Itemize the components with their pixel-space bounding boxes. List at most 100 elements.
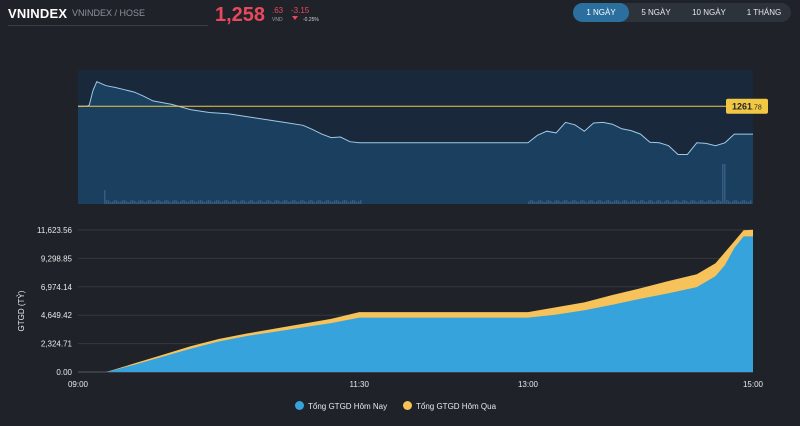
volume-bar: [626, 200, 628, 204]
volume-bar: [132, 200, 134, 204]
volume-bar: [238, 202, 240, 204]
header: VNINDEX VNINDEX / HOSE 1,258 .63 VND -3.…: [0, 0, 800, 28]
volume-bar: [302, 200, 304, 204]
volume-bar: [200, 200, 202, 204]
volume-bar: [154, 201, 156, 204]
volume-bar: [300, 200, 302, 204]
volume-bar: [738, 201, 740, 204]
volume-bar: [618, 200, 620, 204]
volume-bar: [696, 202, 698, 204]
volume-bar: [688, 202, 690, 204]
volume-bar: [678, 201, 680, 204]
volume-bar: [170, 202, 172, 204]
legend-dot-today: [295, 401, 304, 411]
volume-bar: [746, 201, 748, 204]
volume-bars: [104, 164, 752, 204]
volume-bar: [122, 200, 124, 204]
volume-bar: [312, 200, 314, 204]
volume-bar: [654, 202, 656, 204]
volume-bar: [692, 200, 694, 204]
volume-bar: [576, 201, 578, 204]
volume-bar: [358, 201, 360, 204]
volume-bar: [110, 202, 112, 204]
legend-dot-yesterday: [403, 401, 412, 411]
volume-bar: [666, 200, 668, 204]
volume-bar: [528, 201, 530, 204]
tab-5-days[interactable]: 5 NGÀY: [641, 8, 671, 17]
volume-bar: [656, 200, 658, 204]
volume-bar: [628, 202, 630, 204]
volume-bar: [216, 200, 218, 204]
volume-bar: [670, 201, 672, 204]
volume-bar: [550, 200, 552, 204]
volume-bar: [722, 164, 724, 204]
volume-bar: [112, 201, 114, 204]
volume-bar: [598, 200, 600, 204]
volume-bar: [700, 200, 702, 204]
volume-bar: [176, 200, 178, 204]
volume-bar: [130, 200, 132, 204]
reference-value-box: [726, 98, 768, 114]
volume-bar: [732, 200, 734, 204]
volume-bar: [240, 200, 242, 204]
tab-10-days[interactable]: 10 NGÀY: [692, 8, 726, 17]
volume-bar: [360, 200, 362, 204]
volume-bar: [156, 200, 158, 204]
down-arrow-icon: [292, 16, 298, 20]
volume-bar: [282, 200, 284, 204]
volume-bar: [168, 200, 170, 204]
volume-bar: [180, 201, 182, 204]
volume-bar: [356, 201, 358, 204]
volume-bar: [226, 200, 228, 204]
trading-value-panel: 0.00 2,324.71 4,649.42 6,974.14 9,298.85 11,6…: [17, 226, 764, 389]
legend-item-today[interactable]: Tổng GTGD Hôm Nay: [295, 401, 387, 411]
volume-bar: [708, 200, 710, 204]
volume-bar: [222, 201, 224, 204]
volume-bar: [712, 201, 714, 204]
volume-bar: [162, 201, 164, 204]
volume-bar: [188, 201, 190, 204]
volume-bar: [632, 200, 634, 204]
volume-bar: [552, 202, 554, 204]
volume-bar: [568, 201, 570, 204]
volume-bar: [740, 201, 742, 204]
volume-bar: [750, 200, 752, 204]
y-axis-label: GTGD (TỶ): [17, 290, 26, 331]
volume-bar: [214, 201, 216, 204]
volume-bar: [566, 200, 568, 204]
volume-bar: [338, 201, 340, 204]
volume-bar: [336, 200, 338, 204]
volume-bar: [344, 200, 346, 204]
volume-bar: [254, 201, 256, 204]
volume-bar: [580, 200, 582, 204]
volume-bar: [230, 201, 232, 204]
volume-bar: [316, 200, 318, 204]
volume-bar: [714, 201, 716, 204]
tab-1-day[interactable]: 1 NGÀY: [573, 3, 629, 22]
volume-bar: [672, 201, 674, 204]
legend-item-yesterday[interactable]: Tổng GTGD Hôm Qua: [403, 401, 497, 411]
volume-bar: [592, 200, 594, 204]
volume-bar: [594, 202, 596, 204]
volume-bar: [602, 201, 604, 204]
volume-bar: [296, 201, 298, 204]
price-change-percent: -0.25%: [303, 17, 319, 23]
ticker-symbol: VNINDEX: [8, 6, 68, 21]
volume-bar: [340, 202, 342, 204]
volume-bar: [160, 201, 162, 204]
volume-bar: [182, 200, 184, 204]
tab-1-month[interactable]: 1 THÁNG: [746, 8, 782, 17]
volume-bar: [720, 201, 722, 204]
legend-label-yesterday: Tổng GTGD Hôm Qua: [416, 402, 497, 411]
price-main: 1,258: [215, 4, 266, 26]
volume-bar: [748, 201, 750, 204]
volume-bar: [622, 200, 624, 204]
volume-bar: [662, 202, 664, 204]
volume-bar: [680, 201, 682, 204]
volume-bar: [322, 201, 324, 204]
volume-bar: [272, 202, 274, 204]
volume-bar: [148, 200, 150, 204]
y-tick-label: 6,974.14: [41, 283, 73, 292]
volume-bar: [120, 201, 122, 204]
volume-bar: [354, 200, 356, 204]
